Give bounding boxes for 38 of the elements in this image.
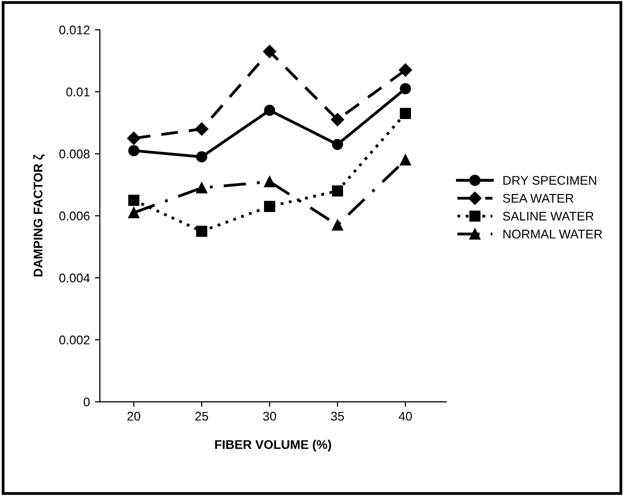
legend-label: DRY SPECIMEN bbox=[503, 176, 596, 185]
point bbox=[400, 154, 411, 166]
y-tick-label: 0.012 bbox=[59, 26, 90, 34]
point bbox=[196, 182, 208, 194]
point bbox=[128, 207, 140, 218]
x-axis-title: FIBER VOLUME (%) bbox=[215, 440, 332, 452]
point bbox=[332, 138, 344, 150]
point bbox=[127, 132, 140, 145]
point bbox=[196, 226, 208, 237]
point bbox=[264, 200, 276, 212]
y-tick-label: 0.01 bbox=[66, 88, 90, 96]
x-tick-label: 30 bbox=[263, 412, 276, 421]
x-tick-label: 40 bbox=[398, 412, 412, 421]
point bbox=[332, 220, 344, 231]
y-axis-title: DAMPING FACTOR ζ bbox=[33, 154, 45, 276]
x-tick-label: 20 bbox=[127, 412, 140, 421]
legend-label: SALINE WATER bbox=[502, 212, 594, 221]
point bbox=[128, 145, 140, 156]
point bbox=[332, 185, 344, 197]
point bbox=[400, 108, 411, 120]
y-tick-label: 0 bbox=[84, 398, 90, 406]
point bbox=[196, 151, 208, 162]
x-tick-label: 25 bbox=[195, 412, 208, 421]
legend-label: NORMAL WATER bbox=[503, 230, 602, 239]
point bbox=[263, 44, 276, 58]
point bbox=[264, 176, 276, 188]
y-tick-label: 0.004 bbox=[59, 274, 90, 282]
point bbox=[398, 63, 412, 77]
y-tick-label: 0.006 bbox=[59, 212, 90, 220]
legend-label: SEA WATER bbox=[502, 194, 574, 203]
x-tick-label: 35 bbox=[331, 412, 344, 421]
point bbox=[330, 113, 344, 126]
point bbox=[400, 83, 411, 94]
y-tick-label: 0.002 bbox=[59, 336, 90, 344]
point bbox=[195, 122, 208, 136]
point bbox=[264, 104, 276, 116]
point bbox=[128, 194, 140, 206]
y-tick-label: 0.008 bbox=[59, 150, 90, 158]
